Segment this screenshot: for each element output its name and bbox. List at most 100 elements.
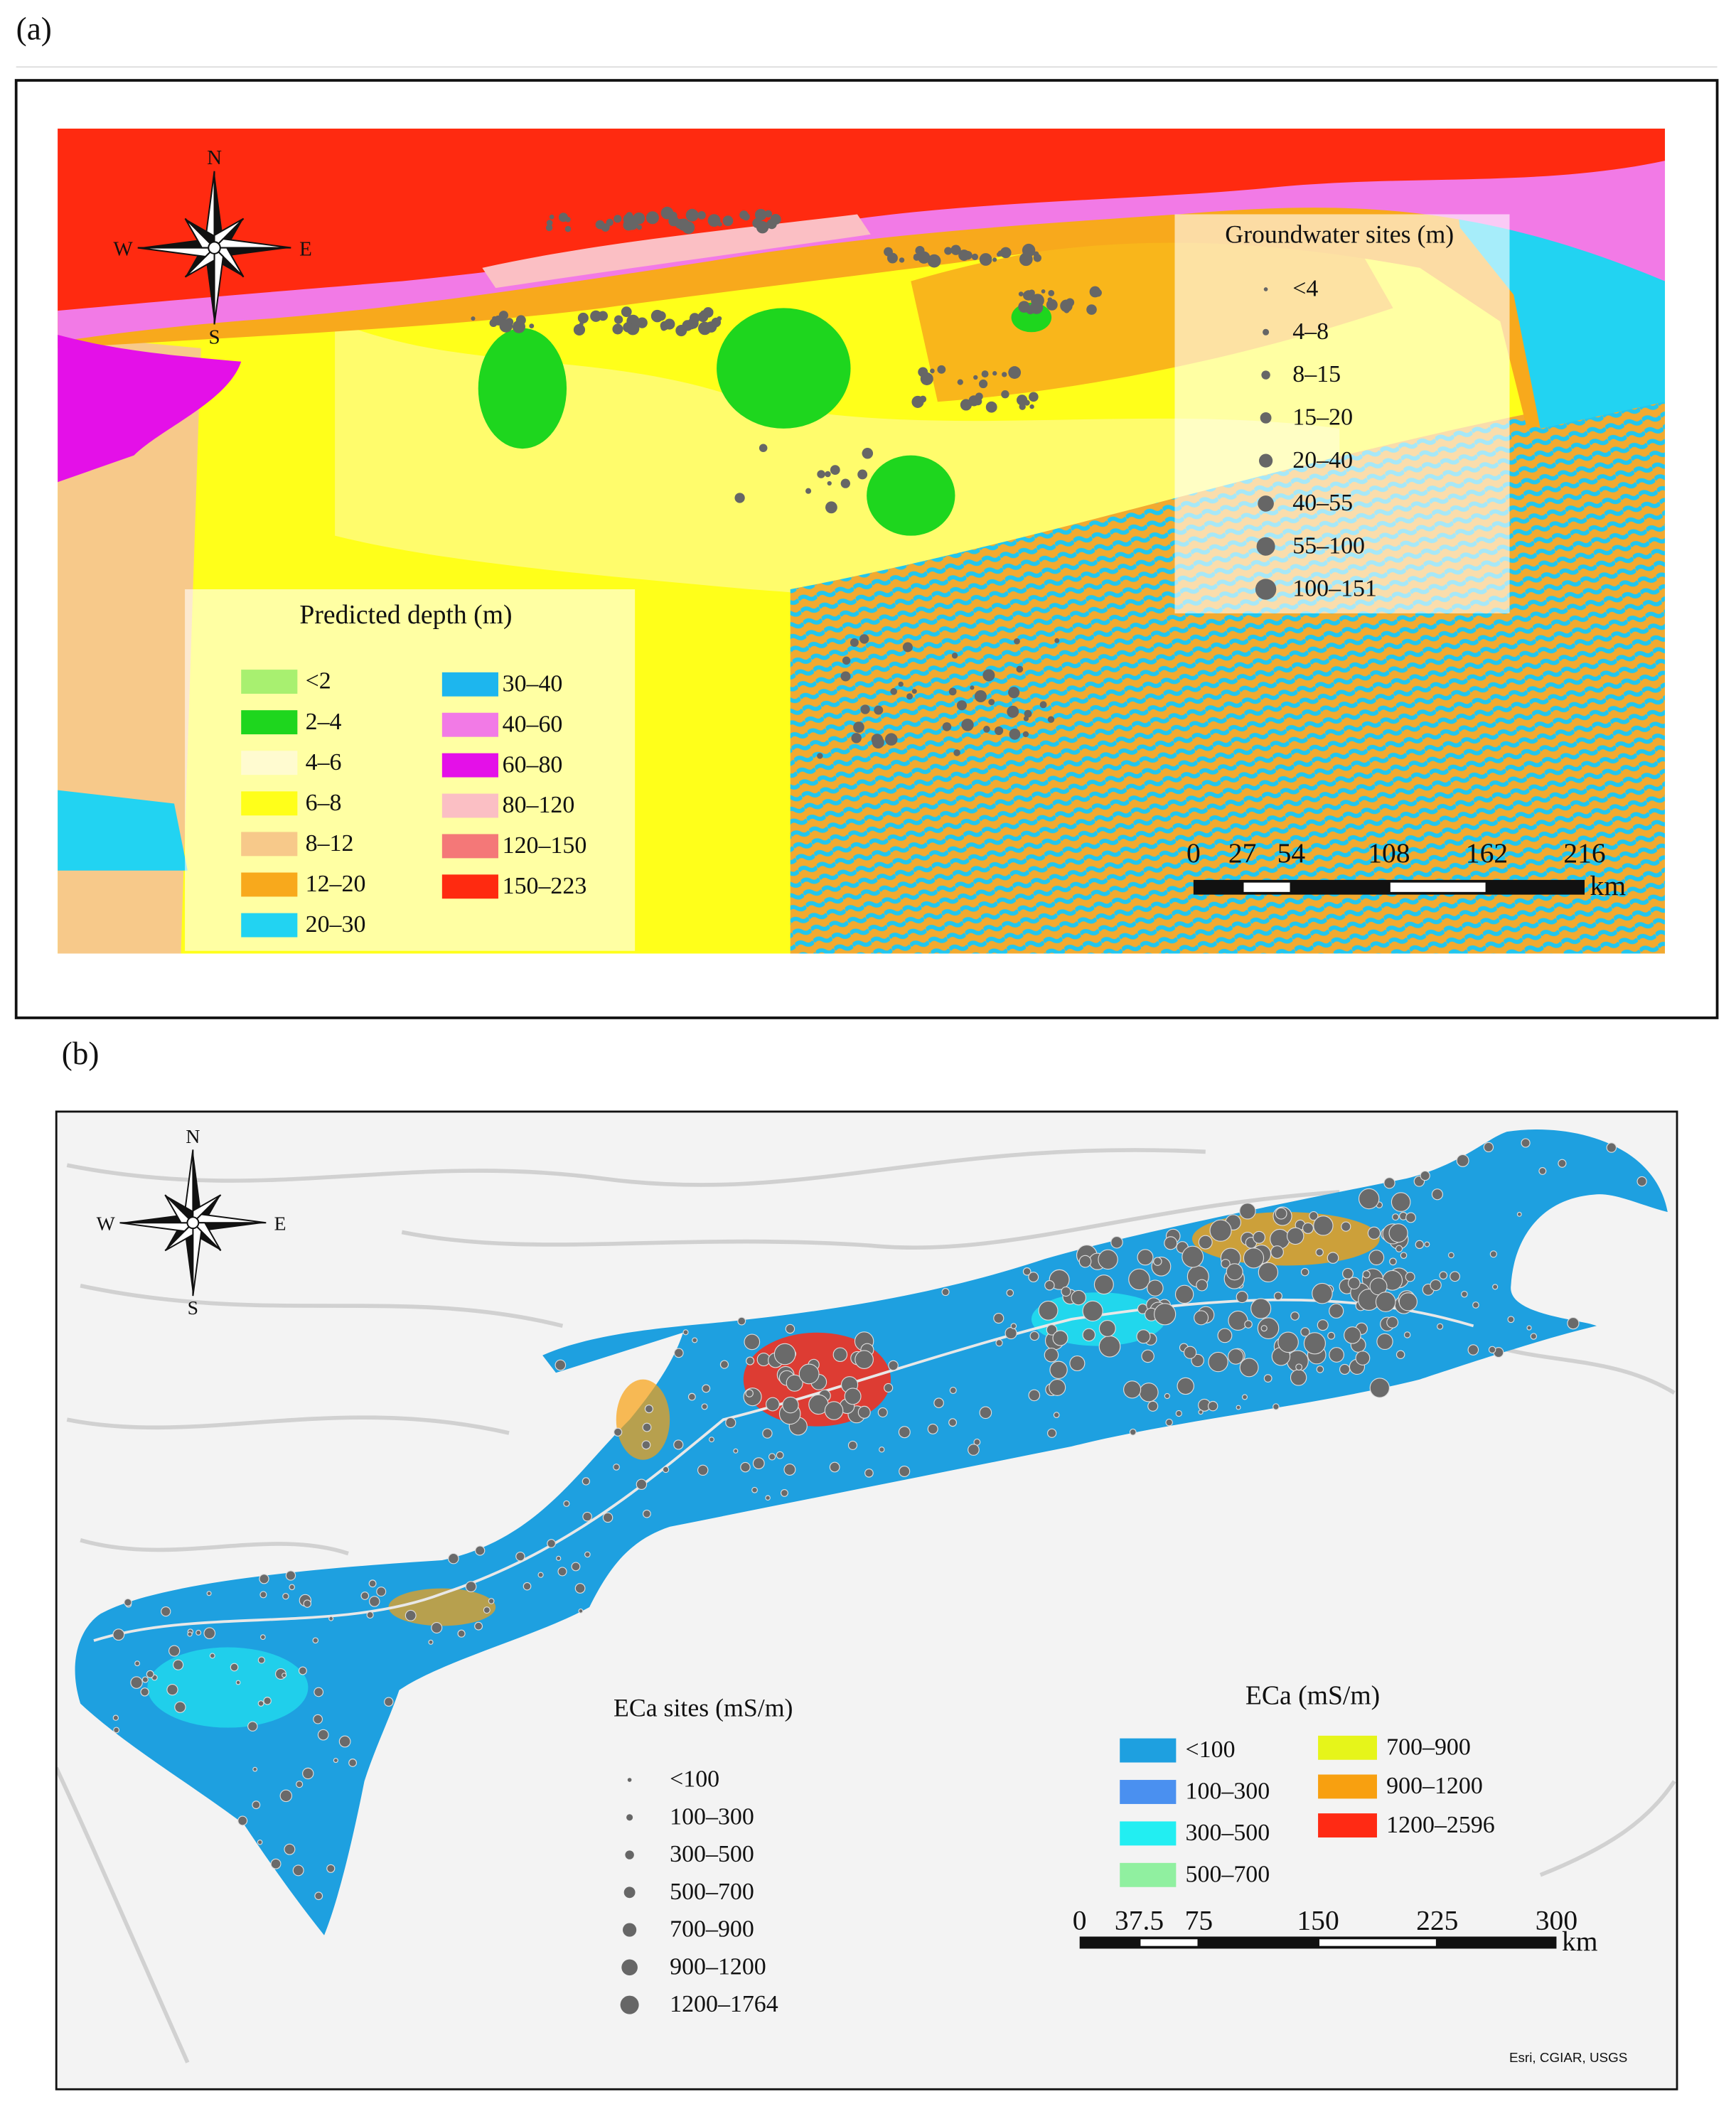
site-point <box>515 315 526 326</box>
legend-swatch <box>441 753 498 778</box>
site-point <box>376 1587 387 1597</box>
site-point <box>951 653 958 659</box>
site-point <box>1403 1331 1411 1338</box>
site-point <box>1191 1353 1204 1368</box>
scale-label: 216 <box>1563 837 1605 869</box>
legend-title: ECa (mS/m) <box>1245 1681 1380 1711</box>
site-point <box>574 1583 586 1594</box>
site-point <box>328 1616 334 1621</box>
site-point <box>1024 709 1032 718</box>
legend-label: <4 <box>1292 276 1318 302</box>
site-point <box>913 254 921 261</box>
site-point <box>1290 1369 1307 1386</box>
site-point <box>360 1592 370 1600</box>
site-point <box>1049 1360 1068 1379</box>
site-point <box>1038 1300 1059 1321</box>
site-point <box>209 1653 215 1659</box>
site-point <box>1196 1279 1209 1292</box>
compass-rose: N S E W <box>97 1125 286 1319</box>
site-point <box>1636 1176 1647 1187</box>
site-point <box>1007 705 1019 718</box>
site-point <box>906 693 913 700</box>
site-point <box>1313 1215 1334 1236</box>
site-point <box>292 1864 304 1877</box>
site-point <box>237 1815 248 1826</box>
legend-symbol <box>623 1923 637 1937</box>
site-point <box>961 719 974 731</box>
site-point <box>556 1555 562 1561</box>
site-point <box>673 1348 684 1358</box>
legend-label: <100 <box>670 1766 719 1793</box>
legend-label: 40–55 <box>1292 490 1353 516</box>
site-point <box>368 1579 377 1588</box>
legend-label: 20–30 <box>306 911 366 938</box>
site-point <box>546 220 553 226</box>
site-point <box>554 1359 567 1371</box>
scale-segment <box>1243 882 1290 892</box>
legend-swatch <box>241 913 298 938</box>
site-point <box>1226 1263 1243 1281</box>
legend-swatch <box>1120 1862 1177 1887</box>
site-point <box>1375 1292 1396 1312</box>
site-point <box>1236 1405 1241 1410</box>
legend-label: 700–900 <box>670 1916 754 1943</box>
legend-swatch <box>241 710 298 735</box>
site-point <box>1044 1280 1055 1291</box>
site-point <box>1456 1154 1469 1167</box>
site-point <box>1315 1248 1324 1257</box>
site-point <box>992 371 997 376</box>
legend-label: 100–300 <box>1186 1778 1270 1805</box>
site-point <box>1147 1279 1164 1297</box>
site-point <box>785 1324 795 1334</box>
site-point <box>1430 1279 1442 1292</box>
site-point <box>1358 1188 1380 1210</box>
site-point <box>1405 1212 1416 1223</box>
site-point <box>697 211 706 220</box>
site-point <box>981 370 989 378</box>
site-point <box>614 1427 623 1437</box>
legend-label: 900–1200 <box>1386 1773 1483 1799</box>
site-point <box>1046 1324 1058 1336</box>
site-point <box>1093 289 1102 297</box>
legend-swatch <box>1318 1735 1377 1760</box>
legend-label: 300–500 <box>1186 1820 1270 1846</box>
site-point <box>1257 1317 1280 1339</box>
site-point <box>1286 1227 1304 1245</box>
site-point <box>864 1469 874 1478</box>
site-point <box>499 319 513 333</box>
site-point <box>734 493 745 503</box>
site-point <box>957 379 963 385</box>
scale-segment <box>1140 1939 1198 1946</box>
site-point <box>1395 1245 1403 1252</box>
site-point <box>529 323 535 328</box>
site-point <box>629 316 636 323</box>
compass-point <box>193 1149 202 1223</box>
site-point <box>662 1466 670 1474</box>
site-point <box>523 1582 532 1591</box>
site-point <box>564 225 572 232</box>
site-point <box>471 316 476 321</box>
site-point <box>776 1451 784 1459</box>
site-point <box>949 1387 957 1395</box>
legend-label: 500–700 <box>1186 1861 1270 1887</box>
site-point <box>1066 298 1075 307</box>
site-point <box>963 250 973 260</box>
site-point <box>1182 1245 1204 1268</box>
site-point <box>1329 1347 1344 1363</box>
site-point <box>853 721 864 733</box>
site-point <box>1194 1310 1209 1326</box>
site-point <box>941 1288 950 1297</box>
site-point <box>1046 299 1058 311</box>
site-point <box>746 1356 755 1365</box>
legend-label: 80–120 <box>503 792 575 818</box>
site-point <box>621 306 632 318</box>
site-point <box>1002 372 1007 377</box>
legend-symbol <box>621 1959 638 1976</box>
site-point <box>557 1567 567 1577</box>
site-point <box>1009 729 1021 740</box>
site-point <box>338 1735 351 1748</box>
legend-swatch <box>241 791 298 816</box>
site-point <box>247 1721 258 1732</box>
site-point <box>971 253 979 260</box>
compass-label: N <box>207 146 222 169</box>
